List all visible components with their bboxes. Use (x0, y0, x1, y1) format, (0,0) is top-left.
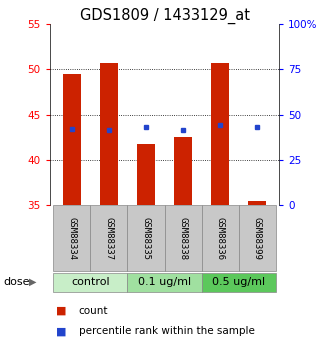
Bar (137, 144, 155, 205)
Text: GSM88399: GSM88399 (253, 217, 262, 259)
Text: percentile rank within the sample: percentile rank within the sample (79, 326, 255, 336)
Bar (127, 273, 202, 292)
Text: GSM88334: GSM88334 (67, 217, 76, 259)
Bar (174, 137, 192, 205)
Bar (54, 205, 91, 271)
Text: 0.5 ug/ml: 0.5 ug/ml (212, 277, 265, 287)
Bar (202, 273, 275, 292)
Bar (100, 63, 118, 205)
Title: GDS1809 / 1433129_at: GDS1809 / 1433129_at (80, 8, 249, 24)
Text: 0.1 ug/ml: 0.1 ug/ml (138, 277, 191, 287)
Bar (54, 273, 127, 292)
Bar (165, 205, 202, 271)
Text: control: control (71, 277, 110, 287)
Bar (63, 74, 81, 205)
Text: GSM88335: GSM88335 (142, 217, 151, 259)
Text: count: count (79, 306, 108, 315)
Bar (91, 205, 127, 271)
Text: GSM88338: GSM88338 (178, 217, 187, 259)
Text: GSM88337: GSM88337 (104, 217, 114, 259)
Text: dose: dose (3, 277, 30, 287)
Bar (239, 205, 275, 271)
Bar (202, 205, 239, 271)
Text: ■: ■ (56, 306, 67, 315)
Text: ■: ■ (56, 326, 67, 336)
Text: ▶: ▶ (29, 277, 36, 287)
Bar (248, 201, 266, 205)
Text: GSM88336: GSM88336 (215, 217, 225, 259)
Bar (127, 205, 165, 271)
Bar (211, 63, 229, 205)
